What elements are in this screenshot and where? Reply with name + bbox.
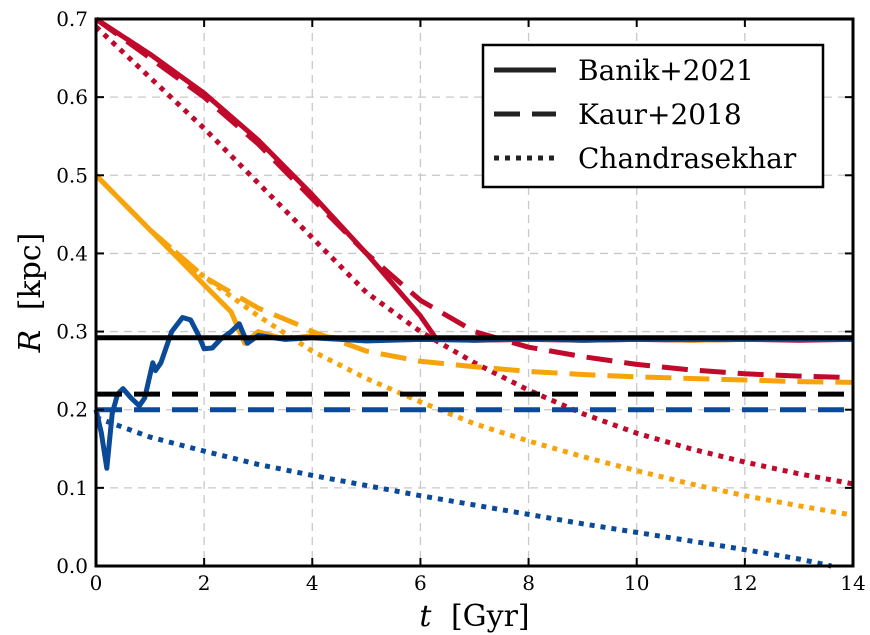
x-tick-label-3: 6 (414, 571, 427, 595)
x-tick-label-6: 12 (732, 571, 757, 595)
legend-label-1: Kaur+2018 (578, 98, 742, 131)
y-tick-label-3: 0.3 (56, 320, 88, 344)
y-tick-label-6: 0.6 (56, 85, 88, 109)
y-tick-label-0: 0.0 (56, 554, 88, 578)
series-line-orange-solid-3 (94, 173, 853, 346)
y-axis-variable: R (13, 330, 48, 354)
x-axis-unit: [Gyr] (451, 599, 530, 634)
x-tick-label-1: 2 (198, 571, 211, 595)
x-axis-label: t [Gyr] (419, 599, 529, 634)
x-axis-variable: t (419, 599, 432, 634)
x-tick-label-0: 0 (90, 571, 103, 595)
ticks: 0 2 4 6 8 10 12 14 0.0 0.1 0.2 0.3 0.4 0.5 0.6 0.7 (56, 7, 866, 595)
y-tick-label-1: 0.1 (56, 476, 88, 500)
legend: Banik+2021 Kaur+2018 Chandrasekhar (481, 43, 825, 189)
x-tick-label-7: 14 (840, 571, 865, 595)
series-line-red-dotted-2 (94, 24, 854, 487)
series-line-red-dashed-1 (94, 16, 854, 381)
x-tick-label-2: 4 (306, 571, 319, 595)
y-tick-label-2: 0.2 (56, 398, 88, 422)
legend-label-0: Banik+2021 (578, 54, 754, 87)
series-line-blue-dotted-7 (95, 415, 832, 569)
plot-frame (94, 17, 855, 568)
svg-text:t [Gyr]: t [Gyr] (419, 599, 529, 634)
x-tick-label-5: 10 (624, 571, 649, 595)
series-group (93, 16, 854, 569)
x-tick-label-4: 8 (522, 571, 535, 595)
y-tick-label-5: 0.5 (56, 163, 88, 187)
svg-text:R [kpc]: R [kpc] (13, 233, 48, 354)
y-tick-label-7: 0.7 (56, 7, 88, 31)
legend-label-2: Chandrasekhar (578, 142, 797, 175)
series-line-orange-dotted-5 (94, 173, 854, 518)
y-tick-label-4: 0.4 (56, 241, 88, 265)
y-axis-label: R [kpc] (13, 233, 48, 354)
y-axis-unit: [kpc] (13, 233, 48, 311)
